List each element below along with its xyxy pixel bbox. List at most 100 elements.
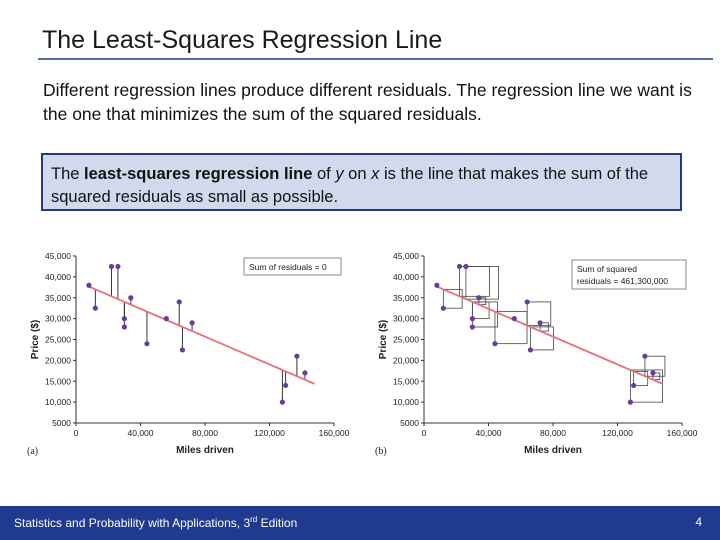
data-point xyxy=(469,324,475,330)
data-point xyxy=(650,370,656,376)
scatter-chart-b: 5000 10,000 15,000 20,000 25,000 30,000 35,000… xyxy=(375,251,698,457)
x-axis-title: Miles driven xyxy=(524,445,582,456)
data-point xyxy=(115,263,121,270)
x-tick-label: 0 xyxy=(422,428,427,438)
x-tick-label: 80,000 xyxy=(540,428,566,438)
residual-square xyxy=(459,266,490,297)
data-point xyxy=(476,295,482,301)
y-tick-label: 45,000 xyxy=(45,251,71,261)
data-point xyxy=(627,399,633,405)
y-tick-label: 40,000 xyxy=(45,272,71,282)
y-tick-label: 20,000 xyxy=(393,355,419,365)
panel-label: (a) xyxy=(27,446,38,457)
x-tick-label: 40,000 xyxy=(476,428,502,438)
data-point xyxy=(176,299,182,305)
data-point xyxy=(128,295,134,301)
y-tick-label: 30,000 xyxy=(393,314,419,324)
data-point xyxy=(121,316,127,322)
data-point xyxy=(302,370,308,376)
title-divider xyxy=(38,58,713,60)
data-point xyxy=(86,282,92,288)
data-point xyxy=(524,299,530,305)
data-point xyxy=(434,282,440,288)
y-tick-label: 40,000 xyxy=(393,272,419,282)
y-axis-title: Price ($) xyxy=(30,320,41,359)
data-point xyxy=(492,341,498,347)
residual-square xyxy=(465,266,500,300)
y-tick-label: 10,000 xyxy=(45,397,71,407)
data-point xyxy=(283,382,289,389)
residual-square xyxy=(629,369,663,403)
chart-panel-a: 5000 10,000 15,000 20,000 25,000 30,000 35,000… xyxy=(24,244,364,462)
residual-square xyxy=(478,297,487,306)
y-tick-label: 5000 xyxy=(52,418,71,428)
residual-square xyxy=(526,301,552,326)
data-point xyxy=(440,305,446,311)
data-point xyxy=(527,347,534,353)
data-point xyxy=(537,320,543,326)
annotation-text-2: residuals = 461,300,000 xyxy=(577,276,668,286)
data-point xyxy=(144,341,150,347)
annotation-box xyxy=(571,259,687,290)
annotation-text-1: Sum of squared xyxy=(577,264,637,274)
data-point xyxy=(511,316,517,322)
footer-bar: Statistics and Probability with Applicat… xyxy=(0,506,720,540)
footer-text: Statistics and Probability with Applicat… xyxy=(14,515,297,530)
x-tick-label: 120,000 xyxy=(602,428,633,438)
residual-square xyxy=(494,311,528,345)
data-point xyxy=(92,305,98,311)
x-tick-label: 160,000 xyxy=(319,428,350,438)
data-point xyxy=(631,382,637,389)
residual-square xyxy=(442,288,463,309)
y-tick-label: 25,000 xyxy=(45,335,71,345)
data-point xyxy=(189,320,195,326)
panel-label: (b) xyxy=(375,446,387,457)
y-tick-label: 30,000 xyxy=(45,314,71,324)
data-point xyxy=(294,353,300,359)
x-tick-label: 120,000 xyxy=(254,428,285,438)
x-tick-label: 80,000 xyxy=(192,428,218,438)
residual-square xyxy=(539,322,549,332)
definition-var-x: x xyxy=(371,165,380,183)
residual-square xyxy=(471,301,490,320)
intro-paragraph: Different regression lines produce diffe… xyxy=(43,80,692,124)
y-tick-label: 35,000 xyxy=(393,293,419,303)
residual-square xyxy=(471,301,498,328)
regression-line xyxy=(436,285,664,385)
y-tick-label: 45,000 xyxy=(393,251,419,261)
data-point xyxy=(163,316,169,322)
scatter-chart-a: 5000 10,000 15,000 20,000 25,000 30,000 35,000… xyxy=(27,251,350,457)
definition-text-1: The xyxy=(51,165,85,183)
x-tick-label: 160,000 xyxy=(667,428,698,438)
definition-term: least-squares regression line xyxy=(84,165,313,183)
data-point xyxy=(469,316,475,322)
footer-edition: Edition xyxy=(257,516,298,530)
y-axis-title: Price ($) xyxy=(378,320,389,359)
y-tick-label: 15,000 xyxy=(393,376,419,386)
y-tick-label: 10,000 xyxy=(393,397,419,407)
annotation-box xyxy=(243,257,342,276)
data-point xyxy=(456,263,463,270)
page-number: 4 xyxy=(695,515,702,529)
definition-box: The least-squares regression line of y o… xyxy=(41,153,682,211)
definition-text-3: on xyxy=(343,165,372,183)
definition-text-2: of xyxy=(312,165,336,183)
annotation-text: Sum of residuals = 0 xyxy=(249,262,327,272)
regression-line xyxy=(88,285,316,385)
y-tick-label: 25,000 xyxy=(393,335,419,345)
y-tick-label: 15,000 xyxy=(45,376,71,386)
slide-title: The Least-Squares Regression Line xyxy=(42,26,443,54)
residual-square xyxy=(530,326,554,351)
data-point xyxy=(463,263,469,270)
y-tick-label: 20,000 xyxy=(45,355,71,365)
data-point xyxy=(121,324,127,330)
x-axis-title: Miles driven xyxy=(176,445,234,456)
footer-book-title: Statistics and Probability with Applicat… xyxy=(14,516,251,530)
definition-text-4: is the line that makes the sum of the sq… xyxy=(51,165,649,206)
y-tick-label: 35,000 xyxy=(45,293,71,303)
data-point xyxy=(108,263,115,270)
x-tick-label: 0 xyxy=(74,428,79,438)
data-point xyxy=(179,347,186,353)
chart-panel-b: 5000 10,000 15,000 20,000 25,000 30,000 35,000… xyxy=(372,244,712,462)
data-point xyxy=(279,399,285,405)
